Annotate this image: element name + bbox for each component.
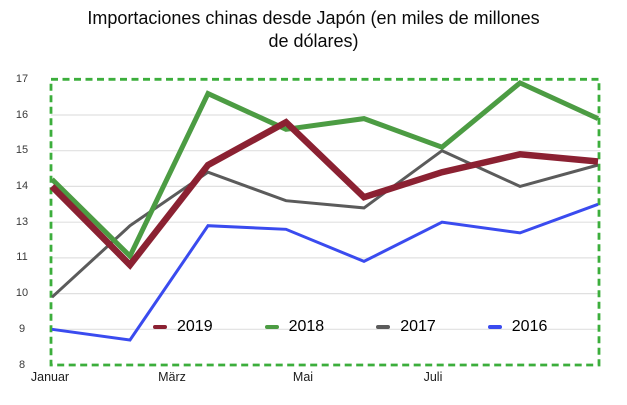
legend-swatch-2019	[153, 325, 167, 329]
y-tick-16: 16	[15, 108, 29, 121]
legend-item-2016: 2016	[487, 317, 548, 337]
legend-label-2019: 2019	[177, 318, 213, 335]
legend-swatch-2018	[264, 325, 279, 329]
y-tick-11: 11	[16, 251, 28, 264]
selection-border	[49, 77, 601, 367]
series-line-2018	[50, 79, 600, 261]
legend-label-2017: 2017	[400, 318, 436, 335]
series-line-2016	[51, 202, 599, 342]
y-tick-14: 14	[15, 179, 29, 192]
x-label-März: März	[158, 370, 186, 384]
chart-title-line-1: Importaciones chinas desde Japón (en mil…	[87, 8, 540, 28]
legend-swatch-2017	[376, 325, 391, 329]
y-tick-15: 15	[15, 144, 29, 157]
y-tick-17: 17	[15, 72, 29, 85]
legend-swatch-2016	[487, 325, 502, 329]
x-label-Mai: Mai	[292, 370, 314, 384]
series-line-2019	[49, 118, 599, 270]
chart-legend: 2019 2018 2017 2016	[153, 316, 547, 338]
chart-title: Importaciones chinas desde Japón (en mil…	[0, 7, 627, 53]
y-tick-9: 9	[18, 322, 26, 335]
legend-item-2019: 2019	[153, 317, 213, 337]
y-tick-13: 13	[15, 215, 29, 228]
chart-title-line-2: de dólares)	[268, 31, 359, 51]
x-label-Januar: Januar	[30, 370, 70, 384]
legend-label-2018: 2018	[288, 318, 325, 335]
legend-label-2016: 2016	[511, 318, 548, 335]
x-label-Juli: Juli	[423, 370, 443, 384]
legend-item-2018: 2018	[264, 317, 325, 337]
y-tick-10: 10	[15, 287, 29, 300]
series-line-2017	[50, 148, 599, 299]
legend-item-2017: 2017	[376, 317, 436, 337]
y-tick-8: 8	[18, 358, 26, 371]
